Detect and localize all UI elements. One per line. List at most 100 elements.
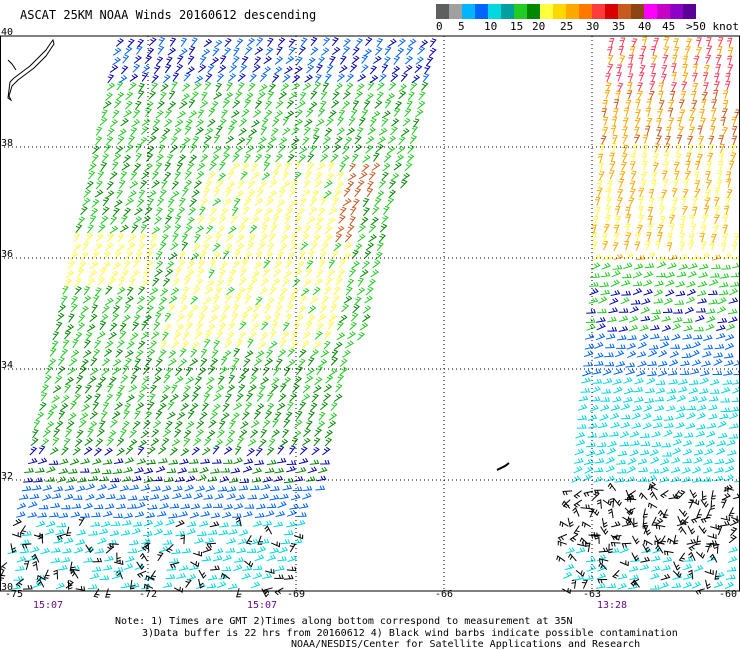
wind-barb — [661, 170, 668, 180]
wind-barb — [301, 188, 311, 197]
wind-barb — [132, 109, 141, 119]
wind-barb — [234, 197, 241, 208]
wind-barb — [82, 349, 92, 358]
wind-barb — [596, 442, 607, 448]
wind-barb — [724, 81, 731, 91]
wind-barb — [136, 501, 146, 509]
wind-barb — [332, 189, 342, 198]
wind-barb — [121, 162, 131, 171]
wind-barb — [296, 366, 304, 376]
wind-barb — [687, 144, 694, 154]
wind-barb — [55, 582, 66, 590]
wind-barb — [343, 187, 351, 197]
wind-barb — [700, 252, 710, 260]
wind-barb — [230, 214, 238, 224]
wind-barb — [85, 180, 94, 190]
wind-barb — [199, 411, 208, 421]
wind-barb — [607, 54, 614, 65]
wind-barb — [254, 197, 264, 206]
wind-barb — [138, 495, 149, 501]
wind-barb — [265, 197, 275, 207]
wind-barb — [601, 254, 612, 261]
wind-barb — [233, 503, 244, 510]
wind-barb — [244, 294, 252, 305]
wind-barb — [152, 277, 160, 287]
wind-barb — [244, 504, 255, 509]
wind-barb — [234, 145, 244, 155]
wind-barb — [246, 285, 254, 295]
wind-barb — [647, 360, 658, 367]
wind-barb — [637, 477, 648, 482]
wind-barb — [622, 134, 629, 144]
wind-barb — [175, 267, 182, 277]
wind-barb — [132, 365, 141, 375]
wind-barb — [664, 143, 671, 153]
wind-barb — [125, 91, 134, 101]
wind-barb — [235, 190, 245, 199]
wind-barb — [631, 535, 640, 545]
wind-barb — [159, 494, 170, 501]
wind-barb — [400, 179, 408, 189]
wind-barb — [287, 509, 297, 517]
wind-barb — [238, 127, 247, 136]
wind-barb — [208, 108, 216, 118]
wind-barb — [396, 145, 406, 155]
wind-barb — [659, 341, 670, 349]
wind-barb — [362, 305, 372, 314]
wind-barb — [729, 406, 740, 413]
wind-barb — [336, 321, 344, 331]
wind-barb — [725, 178, 732, 188]
wind-barb — [682, 439, 693, 447]
wind-barb — [711, 254, 722, 261]
wind-barb — [266, 297, 275, 306]
wind-barb — [717, 317, 728, 324]
wind-barb — [411, 125, 419, 135]
wind-barb — [143, 314, 152, 323]
wind-barb — [306, 64, 315, 74]
wind-barb — [103, 100, 112, 109]
wind-barb — [361, 260, 371, 269]
wind-barb — [244, 305, 253, 314]
wind-barb — [696, 153, 703, 164]
wind-barb — [692, 63, 699, 74]
wind-barb — [272, 215, 280, 225]
wind-barb — [688, 262, 698, 270]
wind-barb — [281, 278, 290, 287]
wind-barb — [632, 271, 643, 279]
wind-barb — [161, 437, 170, 447]
wind-barb — [232, 260, 241, 269]
wind-barb — [655, 380, 666, 385]
wind-barb — [398, 136, 406, 146]
wind-barb — [270, 383, 279, 393]
wind-barb — [142, 365, 151, 375]
wind-barb — [141, 278, 150, 288]
wind-barb — [90, 468, 101, 474]
wind-barb — [164, 367, 173, 377]
wind-barb — [285, 411, 293, 421]
wind-barb — [298, 146, 308, 155]
wind-barb — [104, 503, 115, 510]
wind-barb — [286, 566, 297, 572]
wind-barb — [170, 287, 180, 296]
wind-barb — [318, 259, 326, 269]
wind-barb — [722, 214, 729, 224]
wind-barb — [89, 261, 99, 270]
wind-barb — [357, 277, 365, 287]
wind-barb — [195, 118, 204, 128]
wind-barb — [132, 321, 140, 332]
wind-barb — [643, 539, 653, 546]
wind-barb — [238, 118, 248, 127]
wind-barb — [181, 393, 190, 402]
wind-barb — [648, 197, 655, 208]
wind-barb — [166, 468, 177, 474]
wind-barb — [175, 367, 183, 377]
wind-barb — [363, 250, 372, 260]
wind-barb — [337, 268, 346, 278]
wind-barb — [196, 420, 205, 429]
wind-barb — [728, 534, 737, 544]
wind-barb — [112, 153, 122, 162]
wind-barb — [123, 109, 133, 118]
wind-barb — [356, 287, 366, 296]
wind-barb — [600, 404, 610, 412]
wind-barb — [90, 207, 99, 217]
